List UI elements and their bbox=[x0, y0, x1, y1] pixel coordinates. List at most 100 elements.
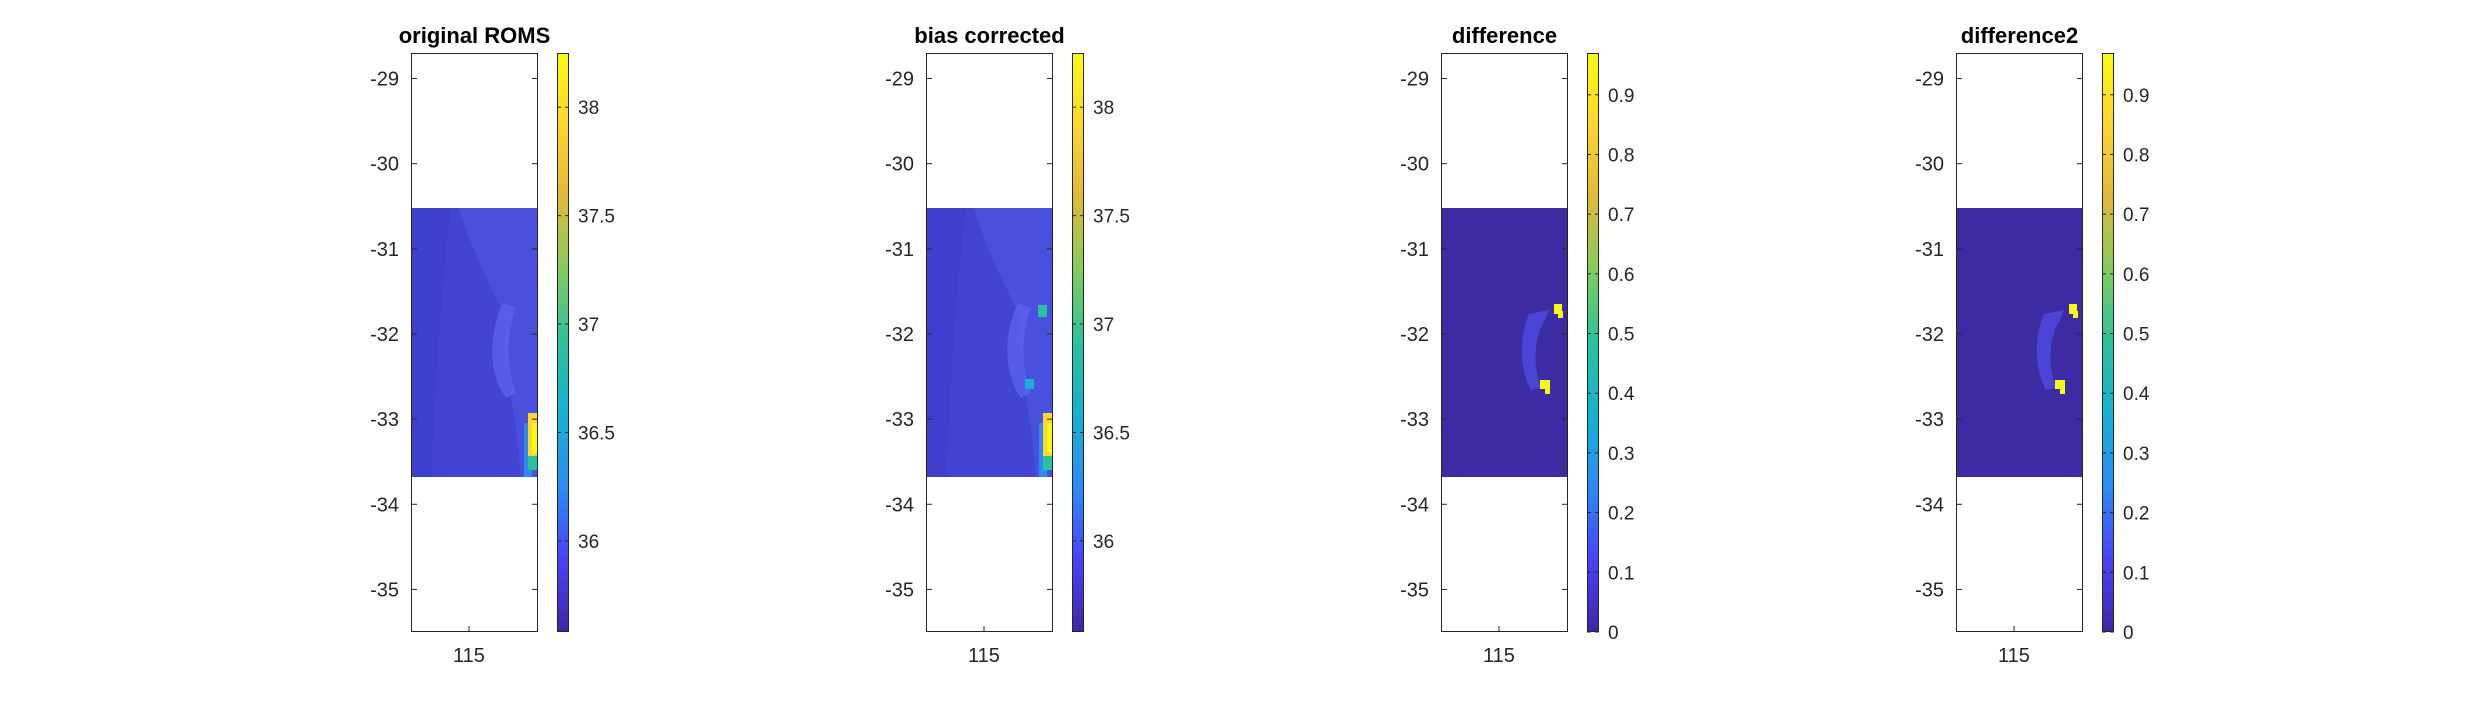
colorbar-tick-label: 37.5 bbox=[1093, 207, 1130, 228]
colorbar bbox=[2102, 53, 2114, 632]
y-tick-label: -29 bbox=[885, 69, 914, 91]
colorbar-tick-label: 37 bbox=[578, 315, 599, 336]
panel-title: bias corrected bbox=[914, 23, 1064, 48]
corrected-cell bbox=[1038, 305, 1047, 317]
x-tick-label: 115 bbox=[1483, 645, 1515, 667]
colorbar bbox=[557, 53, 569, 632]
y-tick-label: -31 bbox=[885, 239, 914, 261]
colorbar-tick-label: 0.1 bbox=[2123, 563, 2149, 584]
anomaly-cell bbox=[1558, 311, 1563, 318]
colorbar-tick-label: 36 bbox=[1093, 532, 1114, 553]
y-tick-label: -31 bbox=[1915, 239, 1944, 261]
colorbar-frame bbox=[1587, 53, 1599, 632]
colorbar-tick-label: 0.5 bbox=[2123, 325, 2149, 346]
panel-1: original ROMS-29 -30 -31 -32 -33 -34 -35 115 36 3… bbox=[370, 23, 615, 667]
anomaly-cell bbox=[2055, 380, 2065, 389]
y-tick-label: -29 bbox=[370, 69, 399, 91]
colorbar-tick-label: 38 bbox=[1093, 98, 1114, 119]
colorbar-tick-label: 0.7 bbox=[1608, 205, 1634, 226]
panel-4: difference2 -29 -30 -31 -32 -33 -34 -35 115 0 0.1 0… bbox=[1915, 23, 2150, 667]
colorbar-tick-label: 0.4 bbox=[2123, 384, 2150, 405]
colorbar-tick-label: 0.3 bbox=[2123, 444, 2149, 465]
y-tick-label: -29 bbox=[1400, 69, 1429, 91]
panel-2: bias corrected-29 -30 -31 -32 -33 -34 -35 115 36… bbox=[885, 23, 1130, 667]
colorbar-tick-label: 0.8 bbox=[2123, 145, 2149, 166]
colorbar-tick-label: 0.3 bbox=[1608, 444, 1634, 465]
colorbar-tick-label: 0.8 bbox=[1608, 145, 1634, 166]
bay-region bbox=[1521, 310, 1549, 390]
coastal-patch bbox=[528, 456, 538, 470]
coastal-patch bbox=[532, 423, 538, 453]
y-tick-label: -31 bbox=[370, 239, 399, 261]
colorbar-tick-label: 36 bbox=[578, 532, 599, 553]
bay-region bbox=[2036, 310, 2064, 390]
shelf-region bbox=[974, 208, 1053, 477]
colorbar-tick-label: 0.4 bbox=[1608, 384, 1635, 405]
colorbar-tick-label: 0.2 bbox=[1608, 504, 1634, 525]
colorbar-tick-label: 37.5 bbox=[578, 207, 615, 228]
anomaly-cell bbox=[1540, 380, 1550, 389]
colorbar-tick-label: 0.2 bbox=[2123, 504, 2149, 525]
y-tick-label: -35 bbox=[885, 579, 914, 601]
x-tick-label: 115 bbox=[1998, 645, 2030, 667]
y-tick-label: -33 bbox=[370, 409, 399, 431]
colorbar-frame bbox=[1072, 53, 1084, 632]
y-tick-label: -35 bbox=[1400, 579, 1429, 601]
colorbar-tick-label: 37 bbox=[1093, 315, 1114, 336]
y-tick-label: -30 bbox=[1400, 154, 1429, 176]
y-tick-label: -32 bbox=[370, 324, 399, 346]
anomaly-cell bbox=[2073, 311, 2078, 318]
colorbar-tick-label: 0 bbox=[2123, 623, 2134, 644]
anomaly-cell bbox=[2060, 386, 2065, 394]
y-tick-label: -33 bbox=[1915, 409, 1944, 431]
y-tick-label: -35 bbox=[1915, 579, 1944, 601]
y-tick-label: -34 bbox=[1915, 494, 1944, 516]
colorbar-frame bbox=[2102, 53, 2114, 632]
y-tick-label: -34 bbox=[1400, 494, 1429, 516]
panel-title: difference bbox=[1452, 23, 1557, 48]
colorbar-tick-label: 0.6 bbox=[2123, 265, 2149, 286]
y-tick-label: -34 bbox=[370, 494, 399, 516]
anomaly-cell bbox=[1545, 386, 1550, 394]
axes-frame bbox=[411, 53, 538, 632]
bay-region bbox=[492, 303, 516, 398]
colorbar-tick-label: 0.9 bbox=[2123, 86, 2149, 107]
colorbar-tick-label: 0.1 bbox=[1608, 563, 1634, 584]
deep-water-region bbox=[411, 208, 451, 477]
anomaly-cell bbox=[2069, 304, 2077, 314]
panel-3: difference -29 -30 -31 -32 -33 -34 -35 115 0 0.1 0.… bbox=[1400, 23, 1635, 667]
y-tick-label: -30 bbox=[370, 154, 399, 176]
colorbar bbox=[1072, 53, 1084, 632]
colorbar-tick-label: 36.5 bbox=[1093, 423, 1130, 444]
panel-title: original ROMS bbox=[399, 23, 551, 48]
y-tick-label: -33 bbox=[885, 409, 914, 431]
anomaly-cell bbox=[1554, 304, 1562, 314]
y-tick-label: -32 bbox=[885, 324, 914, 346]
colorbar-tick-label: 38 bbox=[578, 98, 599, 119]
y-tick-label: -29 bbox=[1915, 69, 1944, 91]
y-tick-label: -34 bbox=[885, 494, 914, 516]
colorbar-tick-label: 0 bbox=[1608, 623, 1619, 644]
colorbar-frame bbox=[557, 53, 569, 632]
shelf-region bbox=[459, 208, 538, 477]
y-tick-label: -32 bbox=[1915, 324, 1944, 346]
colorbar-tick-label: 0.6 bbox=[1608, 265, 1634, 286]
y-tick-label: -33 bbox=[1400, 409, 1429, 431]
y-tick-label: -35 bbox=[370, 579, 399, 601]
axes-frame bbox=[1441, 53, 1568, 632]
axes-frame bbox=[926, 53, 1053, 632]
bay-region bbox=[1007, 303, 1031, 398]
y-tick-label: -30 bbox=[885, 154, 914, 176]
ocean-field bbox=[1441, 208, 1568, 477]
panel-title: difference2 bbox=[1961, 23, 2078, 48]
x-tick-label: 115 bbox=[968, 645, 1000, 667]
y-tick-label: -31 bbox=[1400, 239, 1429, 261]
deep-water-region bbox=[926, 208, 966, 477]
colorbar bbox=[1587, 53, 1599, 632]
y-tick-label: -32 bbox=[1400, 324, 1429, 346]
x-tick-label: 115 bbox=[453, 645, 485, 667]
colorbar-tick-label: 36.5 bbox=[578, 423, 615, 444]
y-tick-label: -30 bbox=[1915, 154, 1944, 176]
corrected-cell bbox=[1025, 379, 1034, 389]
